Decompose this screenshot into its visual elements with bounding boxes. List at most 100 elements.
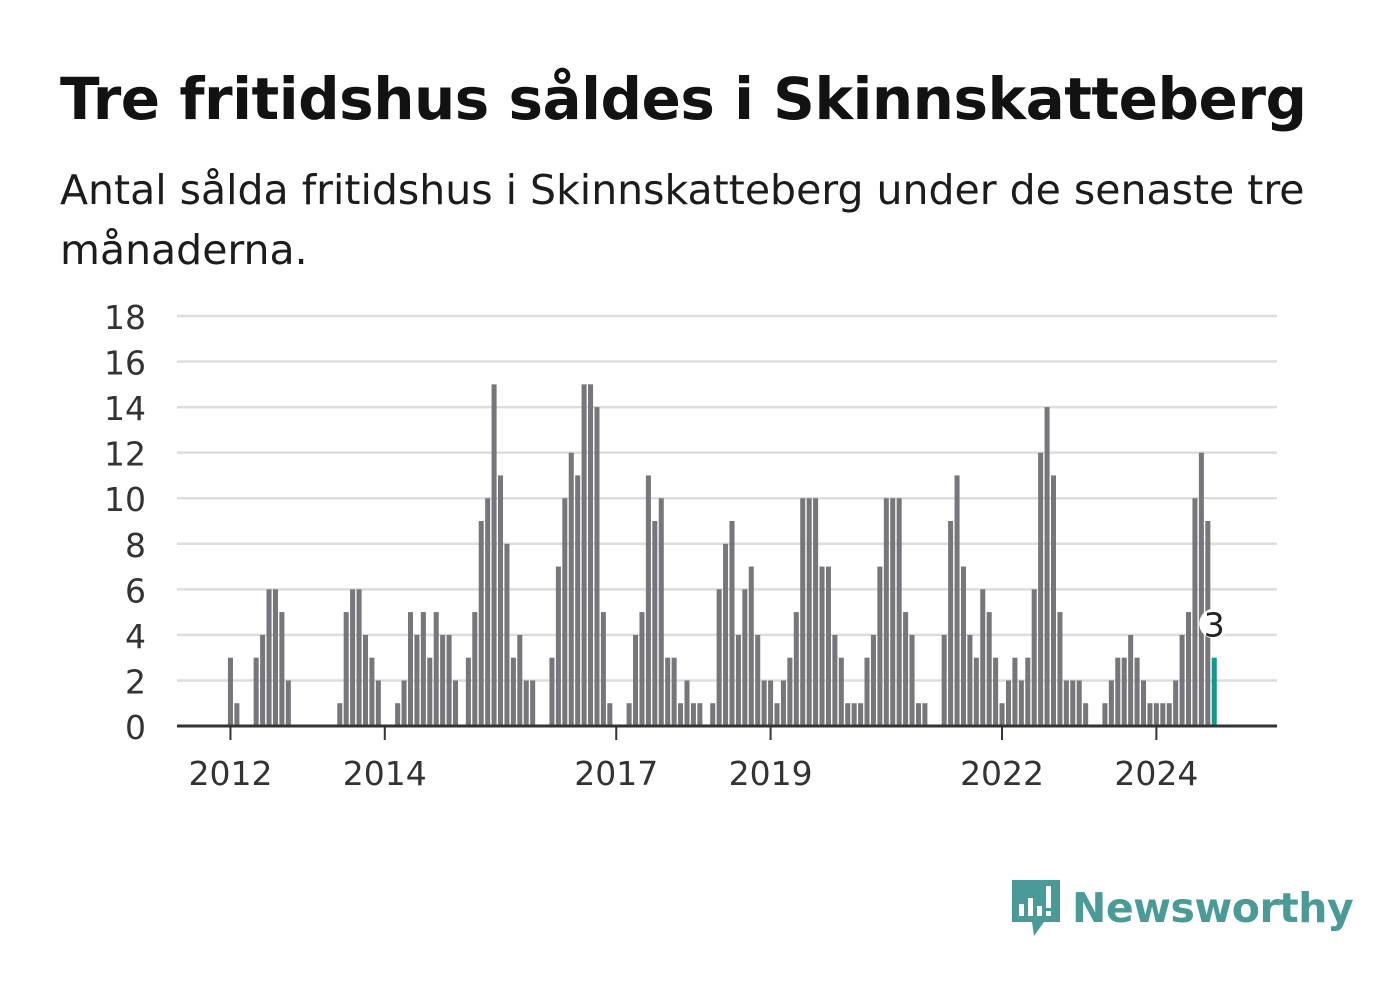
- chart-title: Tre fritidshus såldes i Skinnskatteberg: [60, 65, 1307, 133]
- bar: [279, 612, 285, 726]
- bar: [395, 703, 401, 726]
- bar: [440, 634, 446, 726]
- bar: [806, 498, 812, 726]
- bar: [498, 475, 504, 726]
- bar: [954, 475, 960, 726]
- bar: [922, 703, 928, 726]
- bar: [768, 680, 774, 726]
- bar: [645, 475, 651, 726]
- bar: [1044, 407, 1050, 726]
- bar: [1057, 612, 1063, 726]
- bar: [362, 634, 368, 726]
- bar: [530, 680, 536, 726]
- bar: [1173, 680, 1179, 726]
- bar: [652, 521, 658, 726]
- x-tick-label: 2017: [574, 754, 658, 793]
- bar: [960, 566, 966, 726]
- bar: [549, 657, 555, 726]
- bar: [909, 634, 915, 726]
- bar: [594, 407, 600, 726]
- y-tick-label: 16: [104, 344, 146, 383]
- bar: [742, 589, 748, 726]
- y-tick-label: 2: [125, 662, 146, 701]
- bar: [1063, 680, 1069, 726]
- bar: [568, 452, 574, 726]
- x-tick-label: 2012: [188, 754, 272, 793]
- bar: [774, 703, 780, 726]
- logo-text: Newsworthy: [1072, 884, 1354, 932]
- bar: [227, 657, 233, 726]
- bar: [780, 680, 786, 726]
- bar: [903, 612, 909, 726]
- bar: [581, 384, 587, 726]
- bar: [375, 680, 381, 726]
- bar: [517, 634, 523, 726]
- bar: [980, 589, 986, 726]
- bar: [658, 498, 664, 726]
- y-tick-label: 10: [104, 480, 146, 519]
- bar: [253, 657, 259, 726]
- bar: [633, 634, 639, 726]
- bar: [761, 680, 767, 726]
- bar: [588, 384, 594, 726]
- bar: [510, 657, 516, 726]
- bar: [800, 498, 806, 726]
- bar: [1153, 703, 1159, 726]
- bar: [735, 634, 741, 726]
- x-tick-label: 2014: [343, 754, 427, 793]
- bar: [1147, 703, 1153, 726]
- bar: [710, 703, 716, 726]
- bar: [1179, 634, 1185, 726]
- bar: [427, 657, 433, 726]
- bar: [1134, 657, 1140, 726]
- highlight-label-bg: [1199, 608, 1230, 639]
- bar: [1083, 703, 1089, 726]
- bar: [1108, 680, 1114, 726]
- bar: [433, 612, 439, 726]
- bar: [1186, 612, 1192, 726]
- bar: [1038, 452, 1044, 726]
- bar: [465, 657, 471, 726]
- bar-chart: 0 2 4 6 8 10 12 14 16 18 2012 2014 2017 2019 2022 2024 3: [104, 298, 1277, 793]
- bar: [414, 634, 420, 726]
- bar: [285, 680, 291, 726]
- bar: [684, 680, 690, 726]
- bar: [729, 521, 735, 726]
- bar: [1115, 657, 1121, 726]
- bar: [1160, 703, 1166, 726]
- bar: [941, 634, 947, 726]
- bar: [1128, 634, 1134, 726]
- bar: [825, 566, 831, 726]
- y-tick-label: 18: [104, 298, 146, 337]
- bar: [420, 612, 426, 726]
- bar: [838, 657, 844, 726]
- bar: [350, 589, 356, 726]
- bar: [369, 657, 375, 726]
- bar: [851, 703, 857, 726]
- bar: [1005, 680, 1011, 726]
- bar: [755, 634, 761, 726]
- y-tick-label: 4: [125, 617, 146, 656]
- bar: [555, 566, 561, 726]
- newsworthy-logo[interactable]: Newsworthy: [1010, 878, 1354, 938]
- bar: [948, 521, 954, 726]
- bar: [883, 498, 889, 726]
- bar: [504, 543, 510, 726]
- bar: [915, 703, 921, 726]
- bar: [1018, 680, 1024, 726]
- bar: [337, 703, 343, 726]
- bar: [1070, 680, 1076, 726]
- bar: [716, 589, 722, 726]
- bar: [671, 657, 677, 726]
- bar: [793, 612, 799, 726]
- bar: [1121, 657, 1127, 726]
- bar: [697, 703, 703, 726]
- bar: [446, 634, 452, 726]
- bar: [472, 612, 478, 726]
- x-tick-label: 2019: [729, 754, 813, 793]
- bar: [407, 612, 414, 726]
- bar: [967, 634, 973, 726]
- y-tick-label: 6: [125, 571, 146, 610]
- bar: [356, 589, 362, 726]
- bar: [665, 657, 671, 726]
